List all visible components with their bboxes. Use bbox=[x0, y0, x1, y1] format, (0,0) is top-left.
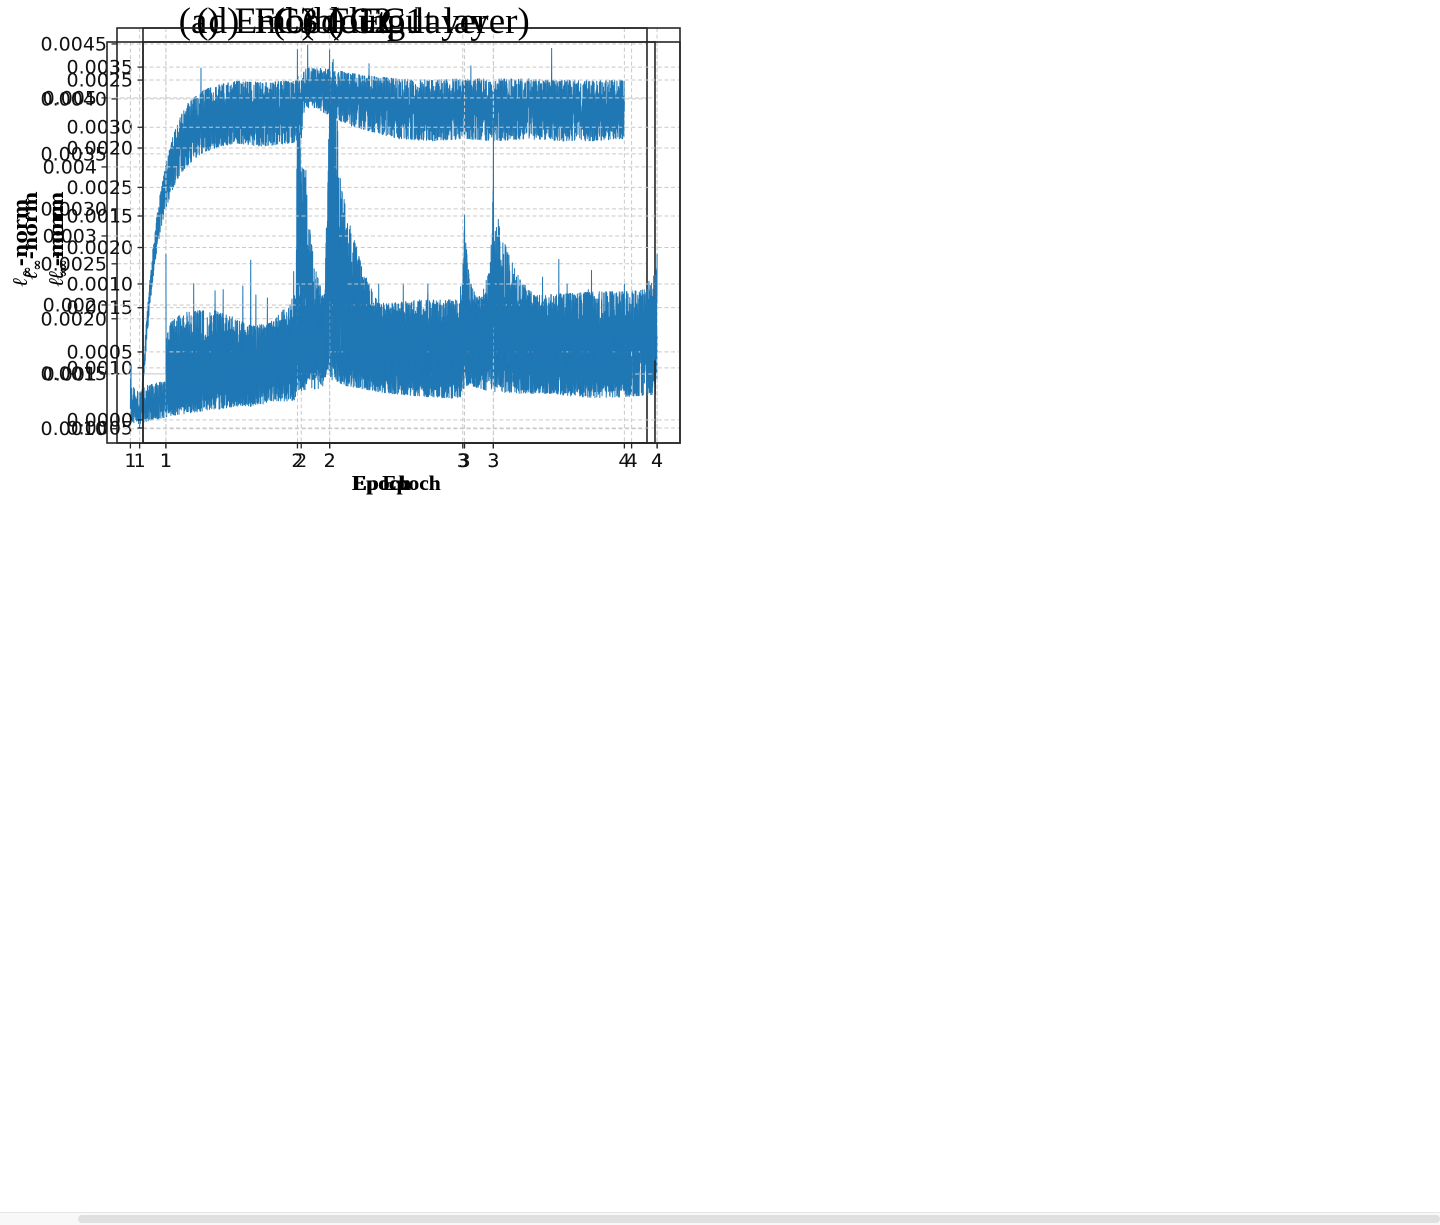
caption-label: (a) bbox=[178, 1, 220, 42]
axes-frame bbox=[142, 41, 681, 444]
x-tick-labels: 1 2 3 4 bbox=[134, 450, 631, 472]
caption-fc3-output-layer: (d) FC3 (output layer) bbox=[46, 0, 680, 52]
svg-text:2: 2 bbox=[324, 450, 336, 472]
svg-text:0.0015: 0.0015 bbox=[41, 363, 107, 385]
svg-text:2: 2 bbox=[324, 450, 336, 472]
svg-text:1: 1 bbox=[134, 450, 146, 472]
plot-canvas-fc2: 1 2 3 4 0.001 0.002 0.003 0.004 0.005 Epoch ℓ∞-nor… bbox=[7, 41, 656, 495]
caption-fc2: (c) FC2 bbox=[10, 0, 655, 52]
svg-text:3: 3 bbox=[457, 450, 469, 472]
caption-label: (d) bbox=[196, 1, 240, 42]
series-line bbox=[139, 44, 625, 428]
svg-text:2: 2 bbox=[291, 450, 303, 472]
svg-text:0.0020: 0.0020 bbox=[41, 308, 107, 330]
svg-text:0.0035: 0.0035 bbox=[67, 57, 133, 79]
x-axis-label: Epoch bbox=[352, 471, 411, 495]
caption-text: FC3 (output layer) bbox=[254, 1, 530, 42]
subplot-fc2: 1 2 3 4 0.001 0.002 0.003 0.004 0.005 Epoch ℓ∞-nor… bbox=[0, 0, 720, 630]
x-axis-label: Epoch bbox=[382, 471, 441, 495]
plot-canvas-fc3-output-layer: 1 2 3 40.00000.00050.00100.00150.00200.0025… bbox=[43, 41, 681, 495]
svg-text:0.001: 0.001 bbox=[43, 363, 97, 385]
y-tick-labels: 0.001 0.002 0.003 0.004 0.005 bbox=[43, 87, 97, 385]
y-tick-labels: 0.00100.00150.00200.00250.00300.00350.00… bbox=[41, 33, 107, 440]
svg-text:0.0005: 0.0005 bbox=[67, 341, 133, 363]
svg-text:1: 1 bbox=[160, 450, 172, 472]
y-tick-labels: 0.00050.00100.00150.00200.00250.00300.00… bbox=[67, 57, 133, 440]
svg-text:3: 3 bbox=[487, 450, 499, 472]
svg-text:1: 1 bbox=[124, 450, 136, 472]
svg-text:4: 4 bbox=[651, 450, 663, 472]
svg-text:4: 4 bbox=[626, 450, 638, 472]
caption-text: FC2 bbox=[328, 1, 393, 42]
svg-text:0.0025: 0.0025 bbox=[67, 177, 133, 199]
svg-text:0.002: 0.002 bbox=[43, 294, 97, 316]
svg-text:0.0035: 0.0035 bbox=[41, 143, 107, 165]
caption-fc1: (b) FC1 bbox=[46, 0, 680, 52]
svg-text:0.0025: 0.0025 bbox=[67, 70, 133, 92]
x-axis-label: Epoch bbox=[382, 471, 441, 495]
svg-text:0.0045: 0.0045 bbox=[41, 33, 107, 55]
svg-text:3: 3 bbox=[487, 450, 499, 472]
svg-text:1: 1 bbox=[160, 450, 172, 472]
svg-text:0.0015: 0.0015 bbox=[67, 297, 133, 319]
svg-text:0.0030: 0.0030 bbox=[41, 198, 107, 220]
x-tick-labels: 1 2 3 4 bbox=[160, 450, 663, 472]
svg-text:0.0020: 0.0020 bbox=[67, 138, 133, 160]
y-axis-label: ℓ∞-norm bbox=[7, 198, 36, 286]
svg-text:0.0010: 0.0010 bbox=[67, 273, 133, 295]
svg-text:4: 4 bbox=[651, 450, 663, 472]
caption-text: FC1 bbox=[360, 1, 424, 42]
y-axis-label: ℓ∞-norm bbox=[43, 191, 72, 279]
grid-lines bbox=[143, 42, 680, 443]
caption-label: (b) bbox=[302, 1, 346, 42]
svg-text:0.0010: 0.0010 bbox=[41, 418, 107, 440]
tick-marks bbox=[137, 79, 658, 449]
svg-text:0.003: 0.003 bbox=[43, 225, 97, 247]
subplot-fc3-output-layer: 1 2 3 4 0.0000 0.0005 0.0010 0.0015 0.0020 0.0025… bbox=[0, 0, 720, 630]
svg-text:0.005: 0.005 bbox=[43, 87, 97, 109]
svg-text:4: 4 bbox=[618, 450, 630, 472]
series-line bbox=[165, 49, 658, 412]
horizontal-scrollbar[interactable] bbox=[0, 1212, 1440, 1225]
svg-text:3: 3 bbox=[458, 450, 470, 472]
x-tick-labels: 1 2 3 4 bbox=[160, 450, 663, 472]
tick-marks bbox=[101, 97, 633, 449]
svg-text:0.0030: 0.0030 bbox=[67, 117, 133, 139]
svg-text:0.0005: 0.0005 bbox=[67, 417, 133, 439]
x-tick-labels: 1 2 3 4 bbox=[124, 450, 637, 472]
svg-text:0.0040: 0.0040 bbox=[41, 88, 107, 110]
svg-text:2: 2 bbox=[295, 450, 307, 472]
svg-text:0.0020: 0.0020 bbox=[67, 237, 133, 259]
svg-text:0.0025: 0.0025 bbox=[41, 253, 107, 275]
svg-text:0.0015: 0.0015 bbox=[67, 205, 133, 227]
y-axis-label: ℓ∞-norm bbox=[17, 191, 46, 279]
scrollbar-thumb[interactable] bbox=[78, 1215, 1440, 1223]
y-axis-label: ℓ∞-norm bbox=[43, 198, 72, 286]
svg-text:0.004: 0.004 bbox=[43, 156, 97, 178]
x-axis-label: Epoch bbox=[353, 471, 412, 495]
svg-text:0.0000: 0.0000 bbox=[67, 409, 133, 431]
caption-embedding-layer: (a) Embedding layer bbox=[20, 0, 647, 52]
caption-label: (c) bbox=[272, 1, 314, 42]
caption-text: Embedding layer bbox=[234, 1, 489, 42]
